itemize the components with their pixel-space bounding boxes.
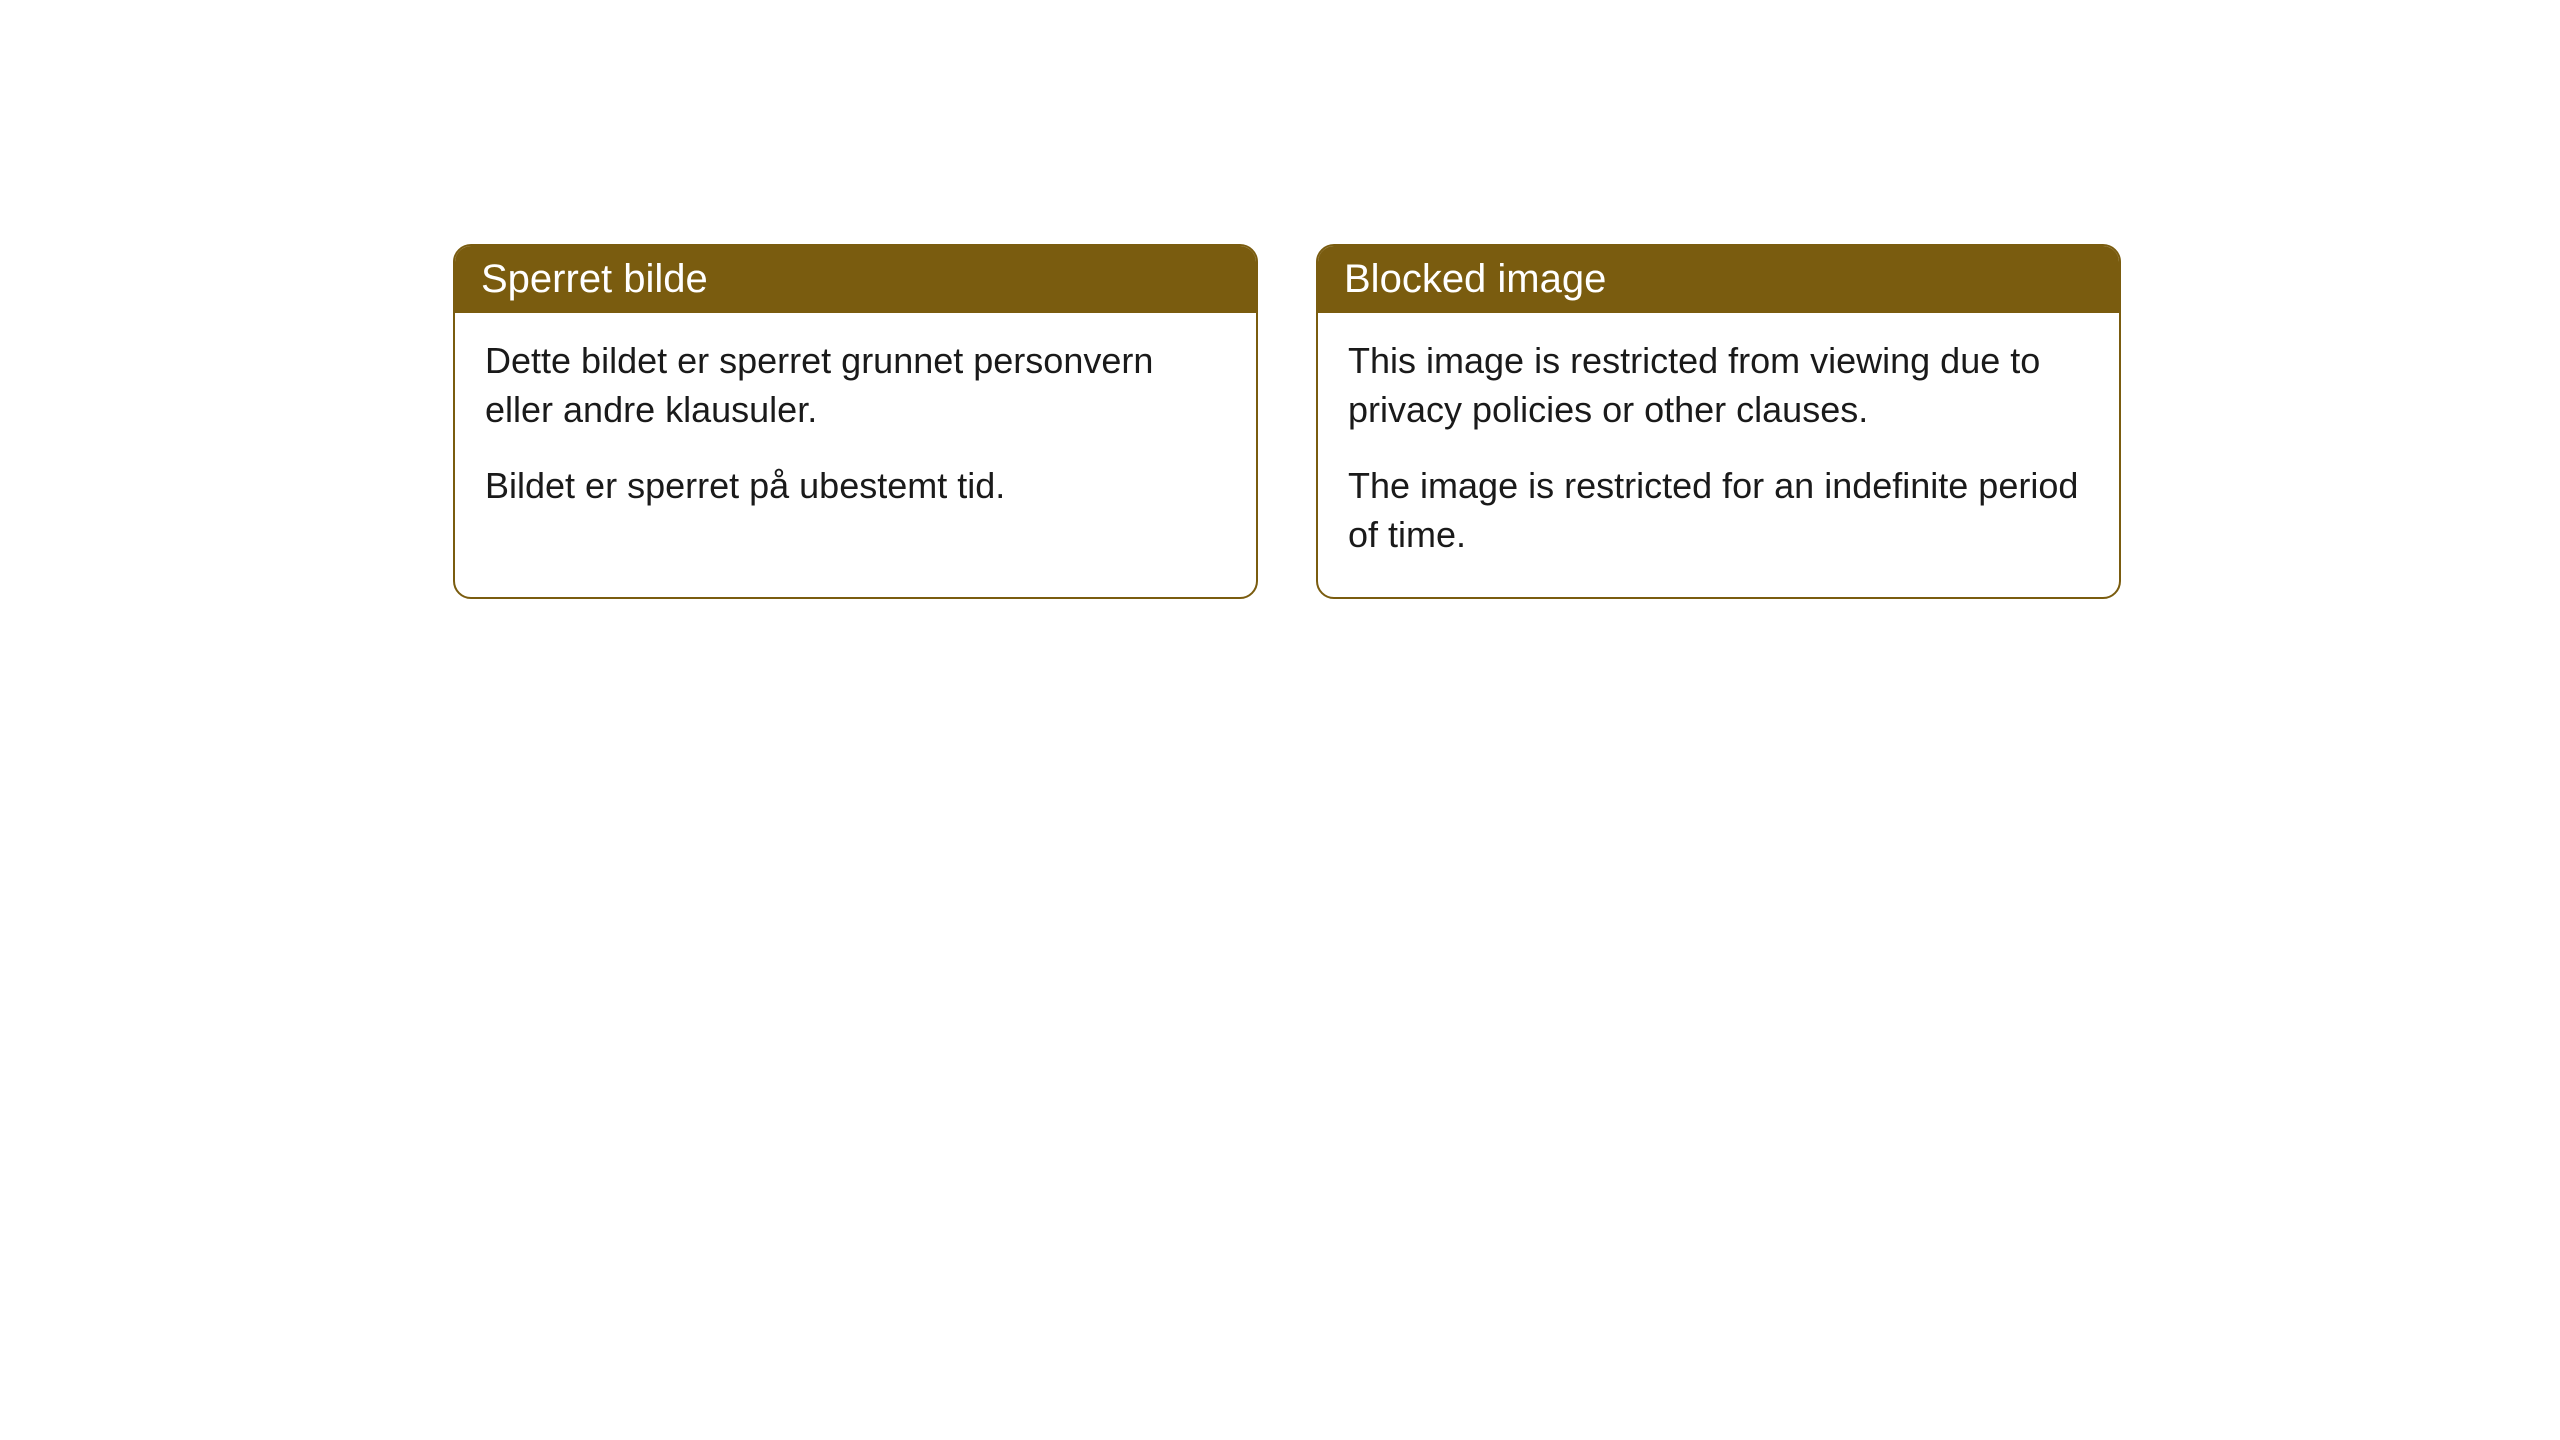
card-paragraph: The image is restricted for an indefinit… — [1348, 462, 2089, 559]
blocked-image-card-english: Blocked image This image is restricted f… — [1316, 244, 2121, 599]
card-paragraph: Dette bildet er sperret grunnet personve… — [485, 337, 1226, 434]
blocked-image-card-norwegian: Sperret bilde Dette bildet er sperret gr… — [453, 244, 1258, 599]
card-header-english: Blocked image — [1318, 246, 2119, 313]
card-body-norwegian: Dette bildet er sperret grunnet personve… — [455, 313, 1256, 549]
card-paragraph: This image is restricted from viewing du… — [1348, 337, 2089, 434]
card-paragraph: Bildet er sperret på ubestemt tid. — [485, 462, 1226, 511]
card-title: Blocked image — [1344, 257, 1606, 301]
cards-container: Sperret bilde Dette bildet er sperret gr… — [453, 244, 2121, 599]
card-header-norwegian: Sperret bilde — [455, 246, 1256, 313]
card-title: Sperret bilde — [481, 257, 708, 301]
card-body-english: This image is restricted from viewing du… — [1318, 313, 2119, 597]
